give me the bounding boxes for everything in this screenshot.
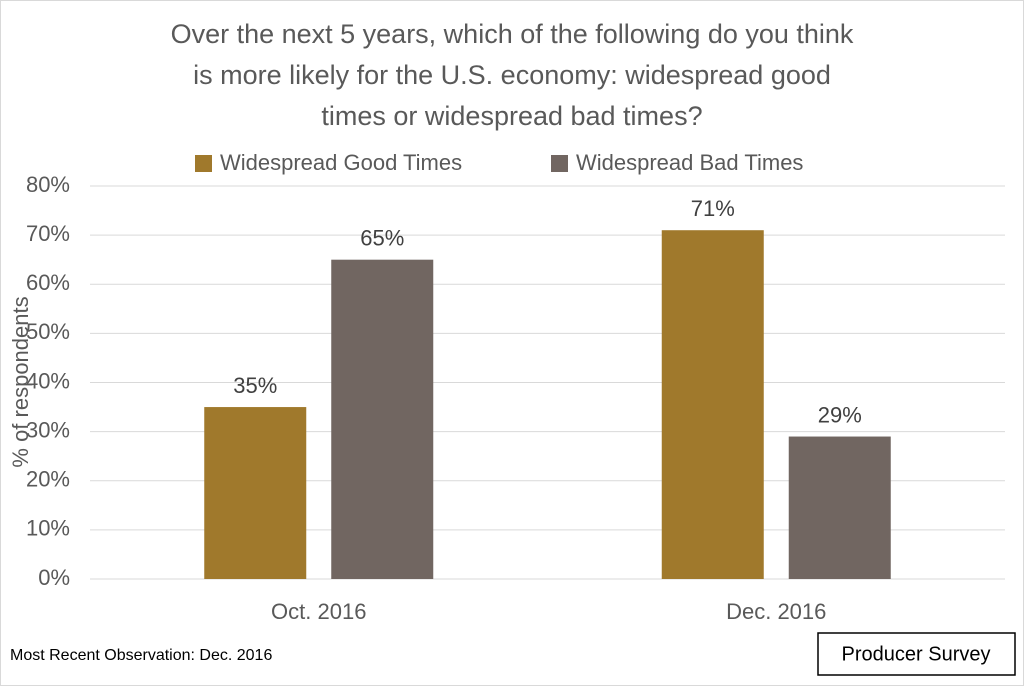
note: Most Recent Observation: Dec. 2016: [10, 647, 272, 664]
y-tick-label: 80%: [26, 172, 70, 197]
bar: [204, 407, 307, 579]
data-label: 35%: [233, 373, 277, 398]
legend-label: Widespread Good Times: [220, 150, 462, 175]
chart-title: times or widespread bad times?: [321, 101, 702, 131]
chart-title: is more likely for the U.S. economy: wid…: [193, 60, 831, 90]
data-label: 71%: [691, 196, 735, 221]
y-tick-label: 60%: [26, 270, 70, 295]
chart-title: Over the next 5 years, which of the foll…: [171, 19, 854, 49]
legend-swatch: [551, 155, 568, 172]
y-tick-label: 30%: [26, 417, 70, 442]
data-label: 29%: [818, 402, 862, 427]
y-axis-title: % of respondents: [8, 296, 33, 467]
bar: [331, 259, 434, 579]
y-tick-label: 0%: [38, 565, 70, 590]
y-tick-label: 70%: [26, 221, 70, 246]
legend-swatch: [195, 155, 212, 172]
x-tick-label: Oct. 2016: [271, 599, 366, 624]
y-tick-label: 50%: [26, 319, 70, 344]
bar: [788, 436, 891, 579]
data-label: 65%: [360, 226, 404, 251]
source: Producer Survey: [842, 643, 991, 665]
x-tick-label: Dec. 2016: [726, 599, 826, 624]
y-tick-label: 10%: [26, 516, 70, 541]
legend-label: Widespread Bad Times: [576, 150, 803, 175]
bar: [661, 230, 764, 579]
source-box: [817, 632, 1016, 676]
y-tick-label: 20%: [26, 467, 70, 492]
y-tick-label: 40%: [26, 368, 70, 393]
